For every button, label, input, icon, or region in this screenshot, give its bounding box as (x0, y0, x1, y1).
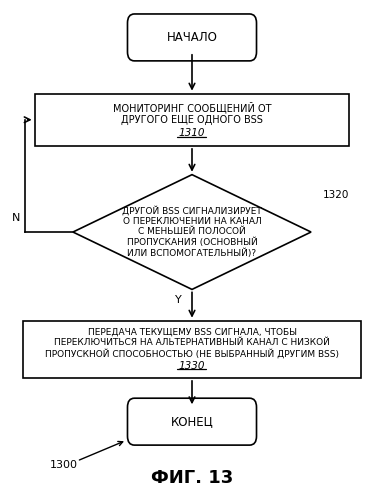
Text: N: N (12, 213, 20, 223)
Text: 1300: 1300 (50, 460, 78, 470)
Polygon shape (73, 175, 311, 289)
Bar (35, 94, 349, 146)
Text: МОНИТОРИНГ СООБЩЕНИЙ ОТ
ДРУГОГО ЕЩЕ ОДНОГО BSS: МОНИТОРИНГ СООБЩЕНИЙ ОТ ДРУГОГО ЕЩЕ ОДНО… (113, 102, 271, 125)
Text: ПЕРЕДАЧА ТЕКУЩЕМУ BSS СИГНАЛА, ЧТОБЫ
ПЕРЕКЛЮЧИТЬСЯ НА АЛЬТЕРНАТИВНЫЙ КАНАЛ С НИЗ: ПЕРЕДАЧА ТЕКУЩЕМУ BSS СИГНАЛА, ЧТОБЫ ПЕР… (45, 328, 339, 359)
Text: КОНЕЦ: КОНЕЦ (170, 415, 214, 428)
Text: 1320: 1320 (323, 190, 349, 200)
Text: Y: Y (175, 295, 182, 305)
Bar (23, 321, 361, 378)
Text: ФИГ. 13: ФИГ. 13 (151, 469, 233, 487)
FancyBboxPatch shape (127, 398, 257, 445)
Text: ДРУГОЙ BSS СИГНАЛИЗИРУЕТ
О ПЕРЕКЛЮЧЕНИИ НА КАНАЛ
С МЕНЬШЕЙ ПОЛОСОЙ
ПРОПУСКАНИЯ (: ДРУГОЙ BSS СИГНАЛИЗИРУЕТ О ПЕРЕКЛЮЧЕНИИ … (122, 206, 262, 258)
FancyBboxPatch shape (127, 14, 257, 61)
Text: НАЧАЛО: НАЧАЛО (167, 31, 217, 44)
Text: 1310: 1310 (179, 128, 205, 139)
Text: 1330: 1330 (179, 360, 205, 371)
